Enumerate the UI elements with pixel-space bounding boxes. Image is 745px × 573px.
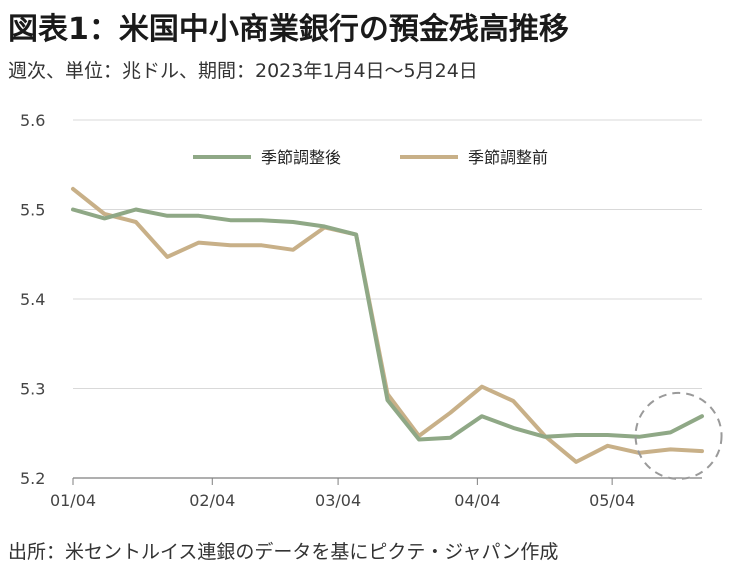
y-tick-label: 5.3 xyxy=(20,380,45,399)
y-tick-label: 5.6 xyxy=(20,111,45,130)
legend: 季節調整後 季節調整前 xyxy=(193,148,548,167)
source-note: 出所：米セントルイス連銀のデータを基にピクテ・ジャパン作成 xyxy=(8,541,559,563)
series-line-seasonally-adjusted xyxy=(71,207,704,442)
legend-label: 季節調整後 xyxy=(261,148,341,167)
y-tick-label: 5.4 xyxy=(20,290,45,309)
annotation xyxy=(634,391,723,480)
chart-title: 図表1：米国中小商業銀行の預金残高推移 xyxy=(8,12,569,47)
y-tick-label: 5.2 xyxy=(20,469,45,488)
x-tick-label: 03/04 xyxy=(315,491,361,510)
chart-subtitle: 週次、単位：兆ドル、期間：2023年1月4日～5月24日 xyxy=(8,60,478,82)
x-tick-label: 02/04 xyxy=(189,491,235,510)
axes: 5.2 5.3 5.4 5.5 5.6 01/04 02/04 03/04 04/04 05/04 xyxy=(20,111,702,510)
x-tick-label: 04/04 xyxy=(454,491,500,510)
y-tick-label: 5.5 xyxy=(20,201,45,220)
dashed-circle-annotation xyxy=(634,391,723,480)
x-tick-label: 01/04 xyxy=(50,491,96,510)
legend-label: 季節調整前 xyxy=(468,148,548,167)
series-lines xyxy=(71,186,704,464)
x-tick-label: 05/04 xyxy=(589,491,635,510)
series-line-not-seasonally-adjusted xyxy=(71,186,704,464)
